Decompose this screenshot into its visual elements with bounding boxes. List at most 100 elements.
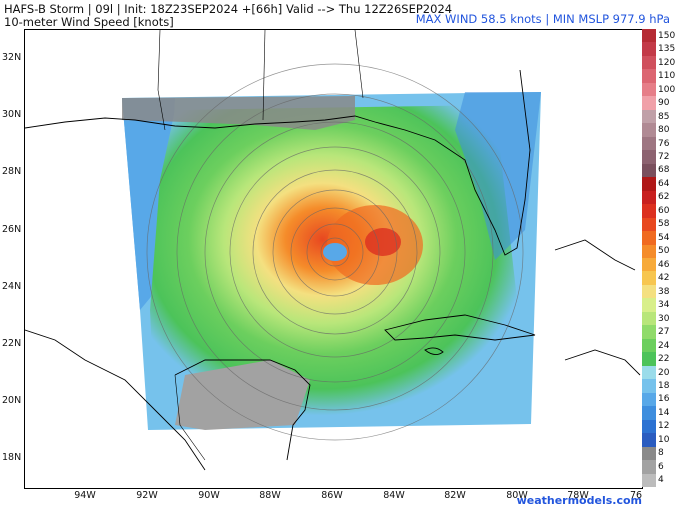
colorbar-label: 27 xyxy=(658,327,670,338)
colorbar-cell xyxy=(642,392,656,407)
colorbar-cell xyxy=(642,244,656,259)
colorbar-label: 8 xyxy=(658,448,664,459)
lat-label-26n: 26N xyxy=(2,224,22,235)
colorbar-label: 76 xyxy=(658,138,670,149)
storm-stats: MAX WIND 58.5 knots | MIN MSLP 977.9 hPa xyxy=(415,12,670,26)
land-yucatan xyxy=(175,360,310,430)
title-line-2: 10-meter Wind Speed [knots] xyxy=(4,15,174,29)
colorbar-label: 34 xyxy=(658,300,670,311)
wind-max xyxy=(365,228,401,256)
colorbar-label: 42 xyxy=(658,273,670,284)
colorbar-label: 72 xyxy=(658,151,670,162)
colorbar-cell xyxy=(642,96,656,111)
colorbar-cell xyxy=(642,284,656,299)
lon-label-80w: 80W xyxy=(506,490,528,501)
colorbar-cell xyxy=(642,29,656,43)
land-florida xyxy=(455,92,541,260)
colorbar-label: 100 xyxy=(658,84,676,95)
lat-label-28n: 28N xyxy=(2,166,22,177)
colorbar-label: 24 xyxy=(658,340,670,351)
colorbar-cell xyxy=(642,217,656,232)
colorbar-label: 85 xyxy=(658,111,670,122)
colorbar-label: 90 xyxy=(658,98,670,109)
colorbar-cell xyxy=(642,271,656,286)
colorbar-cell xyxy=(642,298,656,313)
wind-map-svg xyxy=(25,30,641,471)
colorbar-cell xyxy=(642,177,656,192)
colorbar-label: 14 xyxy=(658,407,670,418)
colorbar-label: 18 xyxy=(658,380,670,391)
colorbar-label: 62 xyxy=(658,192,670,203)
colorbar-label: 6 xyxy=(658,461,664,472)
colorbar-cell xyxy=(642,82,656,97)
colorbar-cell xyxy=(642,460,656,475)
colorbar-cell xyxy=(642,352,656,367)
colorbar-cell xyxy=(642,379,656,394)
lon-label-94w: 94W xyxy=(74,490,96,501)
colorbar-label: 60 xyxy=(658,205,670,216)
borders xyxy=(157,30,364,461)
colorbar-label: 80 xyxy=(658,125,670,136)
colorbar-cell xyxy=(642,258,656,272)
lon-label-82w: 82W xyxy=(444,490,466,501)
colorbar-label: 150 xyxy=(658,30,676,41)
colorbar-cell xyxy=(642,473,656,488)
colorbar-label: 10 xyxy=(658,434,670,445)
colorbar-cell xyxy=(642,433,656,448)
lon-label-86w: 86W xyxy=(321,490,343,501)
colorbar-cell xyxy=(642,69,656,84)
colorbar-cell xyxy=(642,42,656,57)
colorbar-cell xyxy=(642,55,656,70)
lon-label-84w: 84W xyxy=(383,490,405,501)
colorbar-cell xyxy=(642,109,656,124)
colorbar-label: 4 xyxy=(658,475,664,486)
colorbar-cell xyxy=(642,150,656,165)
colorbar-label: 120 xyxy=(658,57,676,68)
lon-label-88w: 88W xyxy=(259,490,281,501)
colorbar-label: 135 xyxy=(658,44,676,55)
colorbar-label: 22 xyxy=(658,354,670,365)
lat-label-24n: 24N xyxy=(2,281,22,292)
wind-map xyxy=(24,29,643,489)
colorbar-cell xyxy=(642,123,656,138)
colorbar-label: 20 xyxy=(658,367,670,378)
colorbar-cell xyxy=(642,163,656,178)
colorbar-cell xyxy=(642,136,656,151)
lon-label-90w: 90W xyxy=(198,490,220,501)
storm-eye xyxy=(323,243,347,261)
title-line-1: HAFS-B Storm | 09l | Init: 18Z23SEP2024 … xyxy=(4,2,453,16)
colorbar-label: 30 xyxy=(658,313,670,324)
colorbar-label: 16 xyxy=(658,394,670,405)
colorbar-cell xyxy=(642,204,656,219)
coastlines xyxy=(25,69,641,471)
credit-text: weathermodels.com xyxy=(516,494,642,507)
lat-label-20n: 20N xyxy=(2,395,22,406)
colorbar-cell xyxy=(642,419,656,434)
colorbar-label: 54 xyxy=(658,232,670,243)
colorbar-cell xyxy=(642,406,656,421)
colorbar-cell xyxy=(642,190,656,205)
colorbar-label: 110 xyxy=(658,71,676,82)
colorbar-cell xyxy=(642,231,656,246)
lon-label-92w: 92W xyxy=(136,490,158,501)
colorbar-cell xyxy=(642,311,656,326)
lat-label-22n: 22N xyxy=(2,338,22,349)
lon-label-78w: 78W xyxy=(567,490,589,501)
colorbar: 150 135 120 110 100 90 85 80 76 72 68 64 62 60 58 54 50 4… xyxy=(642,29,678,488)
lon-label-76w: 76 xyxy=(629,490,643,501)
colorbar-label: 64 xyxy=(658,178,670,189)
colorbar-cell xyxy=(642,365,656,380)
lat-label-32n: 32N xyxy=(2,52,22,63)
lat-label-30n: 30N xyxy=(2,109,22,120)
colorbar-cell xyxy=(642,338,656,353)
colorbar-cell xyxy=(642,446,656,461)
colorbar-label: 12 xyxy=(658,421,670,432)
colorbar-label: 46 xyxy=(658,259,670,270)
isobars xyxy=(146,63,524,441)
colorbar-label: 38 xyxy=(658,286,670,297)
colorbar-label: 68 xyxy=(658,165,670,176)
lat-label-18n: 18N xyxy=(2,452,22,463)
colorbar-label: 50 xyxy=(658,246,670,257)
colorbar-label: 58 xyxy=(658,219,670,230)
colorbar-cell xyxy=(642,325,656,340)
